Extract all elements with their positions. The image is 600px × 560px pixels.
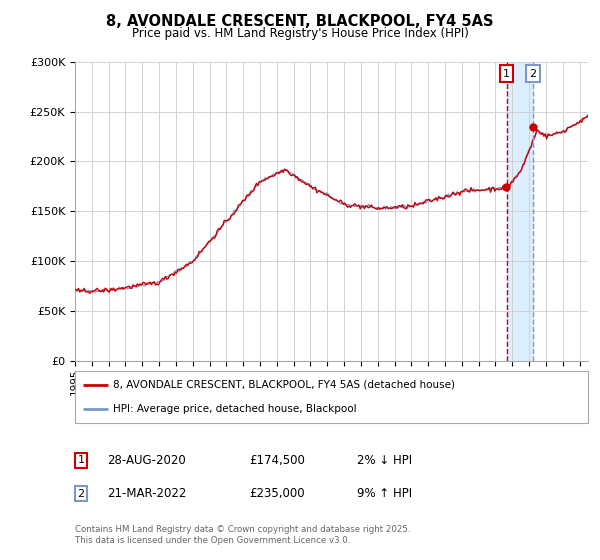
Text: Price paid vs. HM Land Registry's House Price Index (HPI): Price paid vs. HM Land Registry's House …	[131, 27, 469, 40]
Text: Contains HM Land Registry data © Crown copyright and database right 2025.
This d: Contains HM Land Registry data © Crown c…	[75, 525, 410, 545]
Bar	[506, 62, 533, 361]
Text: 21-MAR-2022: 21-MAR-2022	[107, 487, 186, 501]
Text: 28-AUG-2020: 28-AUG-2020	[107, 454, 185, 467]
Text: 1: 1	[503, 68, 510, 78]
Text: 2: 2	[529, 68, 536, 78]
Text: 1: 1	[77, 455, 85, 465]
Text: £174,500: £174,500	[249, 454, 305, 467]
Text: 8, AVONDALE CRESCENT, BLACKPOOL, FY4 5AS: 8, AVONDALE CRESCENT, BLACKPOOL, FY4 5AS	[106, 14, 494, 29]
Text: 2: 2	[77, 489, 85, 499]
Text: 8, AVONDALE CRESCENT, BLACKPOOL, FY4 5AS (detached house): 8, AVONDALE CRESCENT, BLACKPOOL, FY4 5AS…	[113, 380, 455, 390]
Text: £235,000: £235,000	[249, 487, 305, 501]
Text: 2% ↓ HPI: 2% ↓ HPI	[357, 454, 412, 467]
Text: HPI: Average price, detached house, Blackpool: HPI: Average price, detached house, Blac…	[113, 404, 357, 414]
Text: 9% ↑ HPI: 9% ↑ HPI	[357, 487, 412, 501]
